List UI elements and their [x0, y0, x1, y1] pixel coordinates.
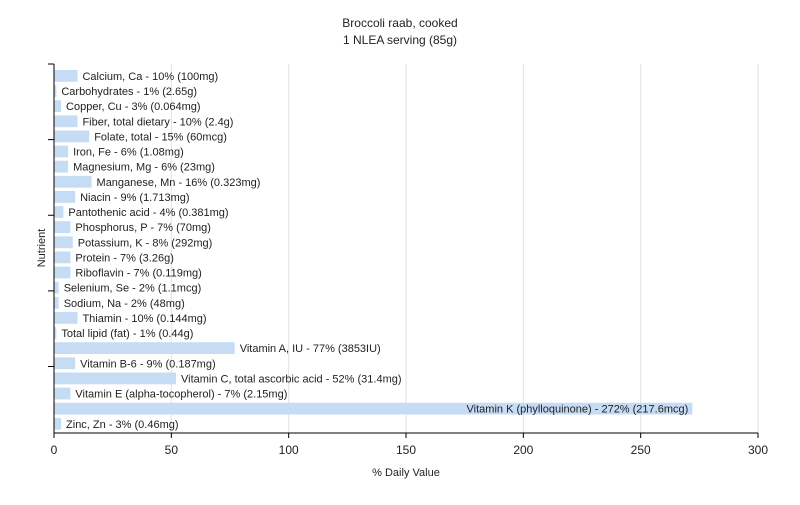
bars: Calcium, Ca - 10% (100mg) Carbohydrates -… — [54, 70, 693, 431]
bar-label-7: Manganese, Mn - 16% (0.323mg) — [97, 177, 261, 189]
bar-15 — [54, 296, 59, 309]
y-axis-title: Nutrient — [36, 229, 48, 268]
bar-label-15: Sodium, Na - 2% (48mg) — [64, 298, 185, 310]
bar-10 — [54, 221, 71, 234]
x-tick-label-200: 200 — [513, 443, 533, 457]
bar-5 — [54, 145, 69, 158]
bar-label-9: Pantothenic acid - 4% (0.381mg) — [68, 207, 228, 219]
bar-19 — [54, 357, 76, 370]
bar-label-4: Folate, total - 15% (60mcg) — [94, 131, 227, 143]
bar-label-0: Calcium, Ca - 10% (100mg) — [82, 71, 218, 83]
bar-13 — [54, 266, 71, 279]
bar-label-5: Iron, Fe - 6% (1.08mg) — [73, 147, 184, 159]
grid — [170, 64, 759, 433]
bar-label-21: Vitamin E (alpha-tocopherol) - 7% (2.15m… — [75, 389, 287, 401]
bar-label-3: Fiber, total dietary - 10% (2.4g) — [82, 116, 233, 128]
bar-label-14: Selenium, Se - 2% (1.1mcg) — [64, 283, 202, 295]
bar-7 — [54, 175, 92, 188]
bar-label-12: Protein - 7% (3.26g) — [75, 252, 173, 264]
bar-label-10: Phosphorus, P - 7% (70mg) — [75, 222, 211, 234]
bar-17 — [54, 327, 57, 339]
bar-label-6: Magnesium, Mg - 6% (23mg) — [73, 162, 215, 174]
bar-11 — [54, 236, 73, 249]
x-tick-label-300: 300 — [748, 443, 768, 457]
bar-3 — [54, 115, 78, 128]
bar-21 — [54, 387, 71, 400]
bar-18 — [54, 342, 235, 355]
bar-16 — [54, 312, 78, 324]
bar-0 — [54, 70, 78, 82]
axes: 0 50 100 150 200 250 300 — [48, 63, 768, 457]
x-tick-label-0: 0 — [51, 443, 58, 457]
x-tick-label-100: 100 — [279, 443, 299, 457]
bar-2 — [54, 100, 62, 113]
x-tick-label-150: 150 — [396, 443, 416, 457]
bar-12 — [54, 251, 71, 264]
bar-label-8: Niacin - 9% (1.713mg) — [80, 192, 189, 204]
x-tick-label-50: 50 — [165, 443, 179, 457]
chart-title: Broccoli raab, cooked — [342, 16, 457, 30]
bar-22 — [54, 402, 693, 415]
bar-label-19: Vitamin B-6 - 9% (0.187mg) — [80, 358, 216, 370]
bar-label-22: Vitamin K (phylloquinone) - 272% (217.6m… — [467, 404, 689, 416]
bar-20 — [54, 372, 177, 385]
bar-1 — [54, 85, 57, 97]
bar-label-18: Vitamin A, IU - 77% (3853IU) — [240, 343, 381, 355]
bar-9 — [54, 206, 64, 218]
bar-8 — [54, 191, 76, 203]
x-tick-label-250: 250 — [631, 443, 651, 457]
bar-label-23: Zinc, Zn - 3% (0.46mg) — [66, 419, 178, 431]
bar-14 — [54, 281, 59, 294]
bar-label-1: Carbohydrates - 1% (2.65g) — [61, 86, 197, 98]
chart-subtitle: 1 NLEA serving (85g) — [343, 33, 457, 47]
bar-6 — [54, 160, 69, 173]
x-axis-title: % Daily Value — [372, 467, 440, 479]
bar-label-11: Potassium, K - 8% (292mg) — [78, 237, 213, 249]
bar-label-17: Total lipid (fat) - 1% (0.44g) — [61, 328, 193, 340]
bar-label-16: Thiamin - 10% (0.144mg) — [82, 313, 206, 325]
bar-label-2: Copper, Cu - 3% (0.064mg) — [66, 101, 201, 113]
bar-label-13: Riboflavin - 7% (0.119mg) — [75, 268, 201, 280]
bar-label-20: Vitamin C, total ascorbic acid - 52% (31… — [181, 373, 402, 385]
bar-4 — [54, 130, 90, 143]
bar-23 — [54, 417, 62, 430]
